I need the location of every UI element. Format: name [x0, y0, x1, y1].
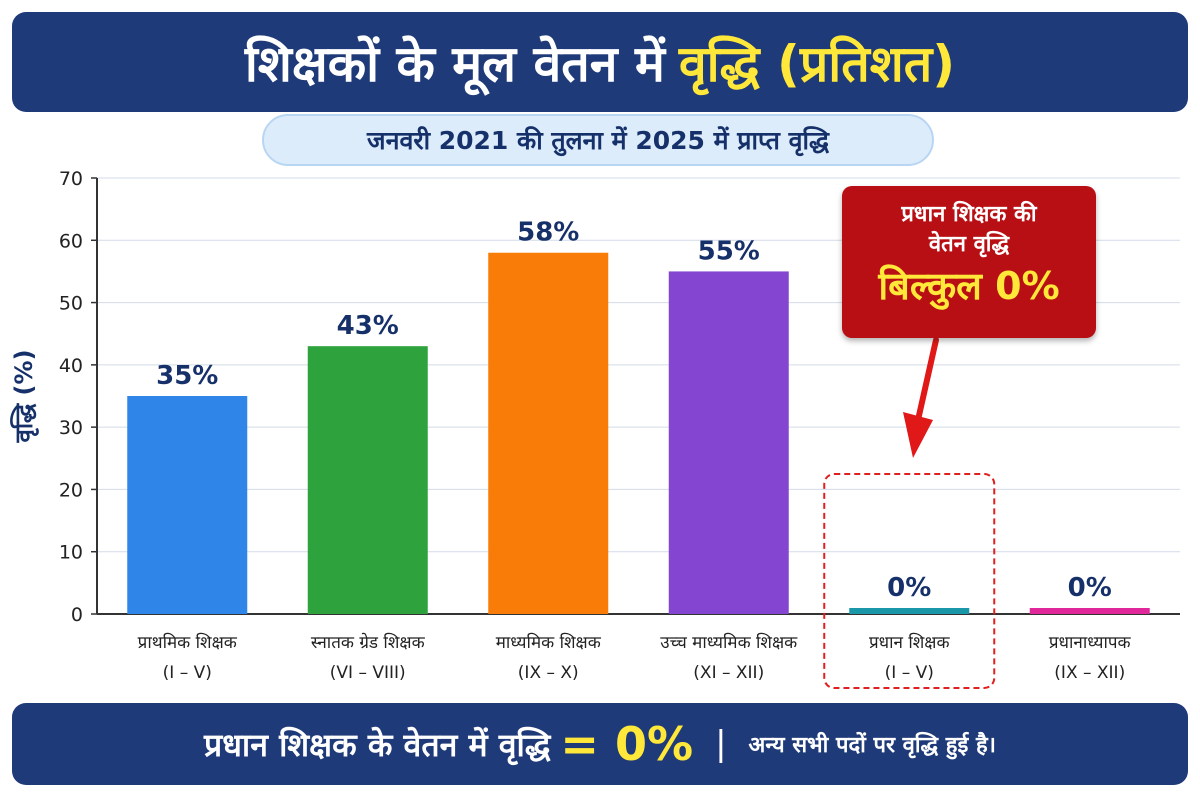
x-tick-label: प्राथमिक शिक्षक: [138, 632, 238, 653]
highlight-dashed-box: [823, 473, 996, 689]
value-label: 55%: [698, 236, 760, 266]
callout-line2: वेतन वृद्धि: [928, 232, 1010, 257]
x-tick-label: माध्यमिक शिक्षक: [496, 632, 602, 653]
x-tick-sublabel: (IX – X): [518, 663, 579, 683]
y-tick-label: 60: [59, 230, 83, 252]
callout-arrow-shaft: [915, 337, 939, 423]
bar-5: [849, 608, 970, 614]
callout-line1: प्रधान शिक्षक की: [901, 202, 1037, 227]
value-label: 0%: [887, 573, 931, 603]
value-label: 58%: [517, 218, 579, 248]
y-tick-label: 40: [59, 355, 83, 377]
footer-main: प्रधान शिक्षक के वेतन में वृद्धि: [204, 725, 551, 764]
x-tick-label: उच्च माध्यमिक शिक्षक: [660, 632, 798, 653]
y-tick-label: 20: [59, 479, 83, 501]
subtitle: जनवरी 2021 की तुलना में 2025 में प्राप्त…: [262, 114, 934, 166]
y-tick-label: 70: [59, 168, 83, 190]
y-axis-label: वृद्धि (%): [10, 349, 39, 443]
x-tick-sublabel: (VI – VIII): [330, 663, 406, 683]
callout-box: प्रधान शिक्षक की वेतन वृद्धि बिल्कुल 0%: [842, 186, 1096, 338]
y-tick-label: 0: [71, 604, 83, 626]
footer-separator: |: [715, 724, 727, 764]
bar-6: [1029, 608, 1150, 614]
title-highlight: वृद्धि (प्रतिशत): [678, 35, 956, 93]
value-label: 0%: [1068, 573, 1112, 603]
bar-4: [668, 271, 789, 614]
callout-line3: बिल्कुल 0%: [878, 264, 1060, 308]
x-tick-sublabel: (XI – XII): [693, 663, 764, 683]
y-tick-label: 30: [59, 417, 83, 439]
x-tick-label: प्रधान शिक्षक: [869, 632, 951, 653]
bar-2: [307, 346, 428, 614]
x-tick-sublabel: (I – V): [163, 663, 212, 683]
x-tick-sublabel: (IX – XII): [1054, 663, 1125, 683]
footer-value: = 0%: [560, 717, 694, 771]
y-tick-label: 50: [59, 293, 83, 315]
bar-1: [127, 396, 248, 614]
value-label: 43%: [337, 311, 399, 341]
y-tick-label: 10: [59, 542, 83, 564]
title-main: शिक्षकों के मूल वेतन में: [244, 35, 665, 93]
x-tick-label: प्रधानाध्यापक: [1049, 633, 1132, 653]
x-tick-label: स्नातक ग्रेड शिक्षक: [311, 632, 426, 653]
footer-banner: प्रधान शिक्षक के वेतन में वृद्धि = 0% | …: [12, 703, 1188, 785]
value-label: 35%: [156, 361, 218, 391]
callout-arrow-head: [903, 412, 933, 458]
title-banner: शिक्षकों के मूल वेतन में वृद्धि (प्रतिशत…: [12, 12, 1188, 112]
footer-note: अन्य सभी पदों पर वृद्धि हुई है।: [748, 733, 996, 758]
x-tick-sublabel: (I – V): [885, 663, 934, 683]
bar-3: [488, 252, 609, 614]
